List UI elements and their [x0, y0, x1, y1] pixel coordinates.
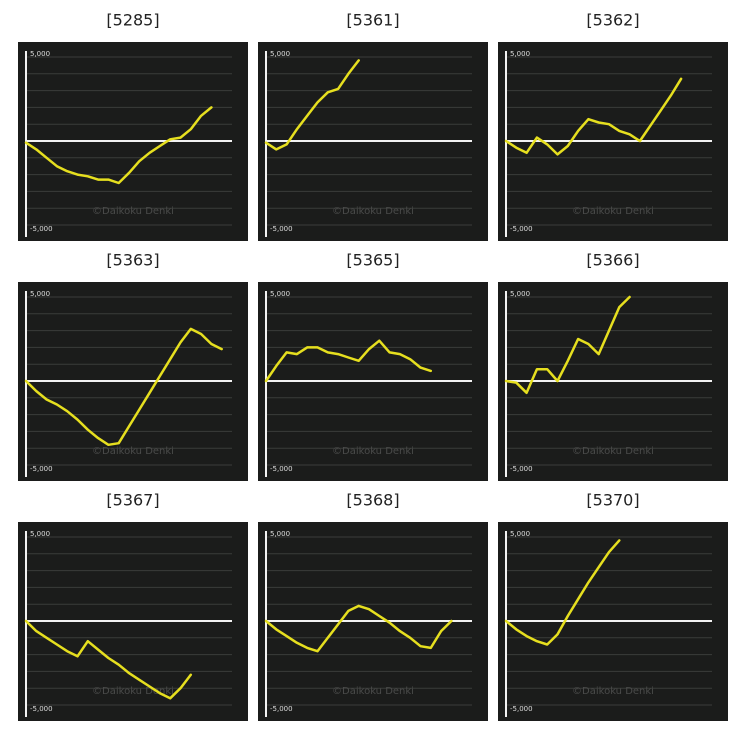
y-tick-label: -5,000	[270, 705, 293, 713]
y-tick-label: -5,000	[270, 225, 293, 233]
chart-title: [5365]	[346, 251, 399, 270]
data-line	[24, 106, 213, 185]
watermark: ©Daikoku Denki	[92, 686, 174, 697]
watermark: ©Daikoku Denki	[332, 206, 414, 217]
y-tick-label: 5,000	[30, 290, 50, 298]
watermark: ©Daikoku Denki	[572, 206, 654, 217]
y-tick-label: -5,000	[510, 225, 533, 233]
data-line	[24, 327, 223, 447]
data-line	[24, 619, 193, 700]
y-tick-label: -5,000	[510, 705, 533, 713]
watermark: ©Daikoku Denki	[92, 206, 174, 217]
watermark: ©Daikoku Denki	[572, 446, 654, 457]
watermark: ©Daikoku Denki	[572, 686, 654, 697]
y-tick-label: 5,000	[30, 50, 50, 58]
watermark: ©Daikoku Denki	[92, 446, 174, 457]
chart-panel: [5285] 5,000 -5,000 ©Daikoku Denki	[18, 11, 248, 241]
data-line	[504, 539, 621, 646]
y-tick-label: -5,000	[30, 705, 53, 713]
chart-panel: [5362] 5,000 -5,000 ©Daikoku Denki	[498, 11, 728, 241]
y-tick-label: -5,000	[270, 465, 293, 473]
y-tick-label: -5,000	[30, 465, 53, 473]
chart-title: [5370]	[586, 491, 639, 510]
chart-panel: [5363] 5,000 -5,000 ©Daikoku Denki	[18, 251, 248, 481]
chart-title: [5361]	[346, 11, 399, 30]
y-tick-label: 5,000	[270, 530, 290, 538]
data-line	[264, 339, 433, 383]
chart-panel: [5365] 5,000 -5,000 ©Daikoku Denki	[258, 251, 488, 481]
y-tick-label: -5,000	[510, 465, 533, 473]
y-tick-label: 5,000	[30, 530, 50, 538]
chart-title: [5368]	[346, 491, 399, 510]
y-tick-label: -5,000	[30, 225, 53, 233]
y-tick-label: 5,000	[510, 290, 530, 298]
y-tick-label: 5,000	[510, 530, 530, 538]
chart-panel: [5368] 5,000 -5,000 ©Daikoku Denki	[258, 491, 488, 721]
chart-title: [5366]	[586, 251, 639, 270]
y-tick-label: 5,000	[510, 50, 530, 58]
watermark: ©Daikoku Denki	[332, 686, 414, 697]
watermark: ©Daikoku Denki	[332, 446, 414, 457]
data-line	[504, 295, 631, 395]
chart-panel: [5361] 5,000 -5,000 ©Daikoku Denki	[258, 11, 488, 241]
data-line	[504, 77, 683, 156]
chart-title: [5367]	[106, 491, 159, 510]
chart-panel: [5370] 5,000 -5,000 ©Daikoku Denki	[498, 491, 728, 721]
data-line	[264, 59, 360, 151]
chart-panel: [5367] 5,000 -5,000 ©Daikoku Denki	[18, 491, 248, 721]
data-line	[264, 604, 453, 653]
chart-title: [5362]	[586, 11, 639, 30]
y-tick-label: 5,000	[270, 290, 290, 298]
chart-title: [5285]	[106, 11, 159, 30]
chart-title: [5363]	[106, 251, 159, 270]
chart-panel: [5366] 5,000 -5,000 ©Daikoku Denki	[498, 251, 728, 481]
y-tick-label: 5,000	[270, 50, 290, 58]
